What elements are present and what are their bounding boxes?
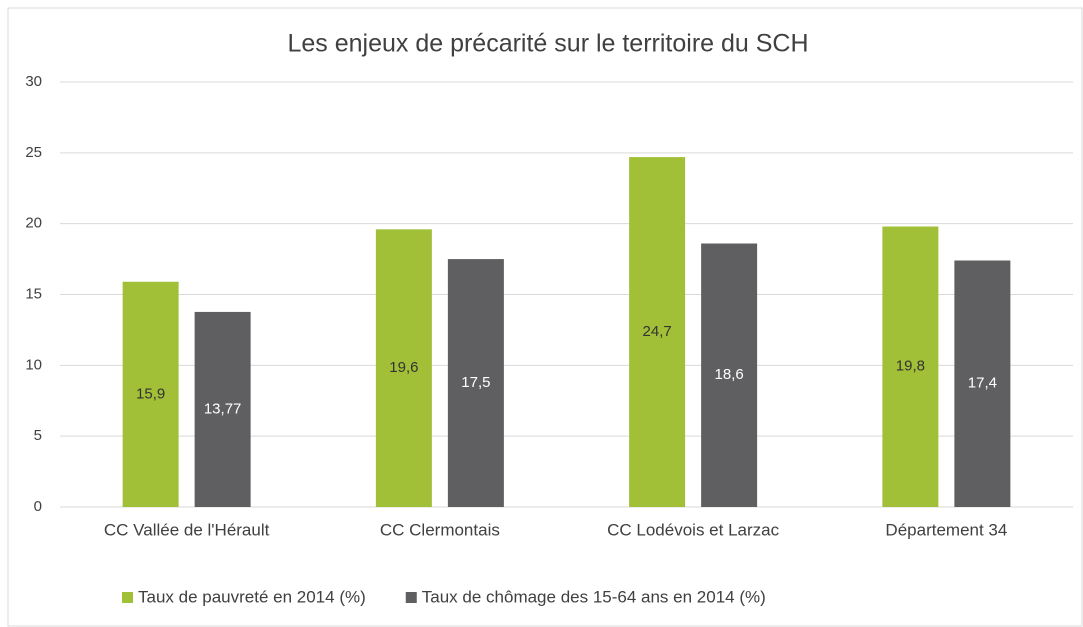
bar bbox=[447, 259, 504, 507]
y-tick-label: 30 bbox=[25, 73, 42, 90]
y-tick-label: 15 bbox=[25, 285, 42, 302]
data-label: 18,6 bbox=[715, 366, 744, 383]
data-label: 17,5 bbox=[461, 374, 490, 391]
y-tick-label: 5 bbox=[34, 427, 42, 444]
legend-label: Taux de pauvreté en 2014 (%) bbox=[138, 587, 366, 606]
y-tick-label: 10 bbox=[25, 356, 42, 373]
data-label: 19,8 bbox=[896, 358, 925, 375]
bar bbox=[954, 260, 1011, 507]
bar bbox=[375, 229, 432, 508]
bar bbox=[882, 226, 939, 507]
data-label: 13,77 bbox=[204, 400, 242, 417]
legend-swatch bbox=[405, 592, 417, 603]
data-label: 24,7 bbox=[643, 323, 672, 340]
y-tick-label: 25 bbox=[25, 144, 42, 161]
bar bbox=[701, 243, 758, 507]
legend-label: Taux de chômage des 15-64 ans en 2014 (%… bbox=[422, 587, 766, 606]
x-tick-label: CC Lodévois et Larzac bbox=[607, 520, 779, 539]
bar bbox=[629, 157, 686, 508]
data-label: 17,4 bbox=[968, 375, 997, 392]
chart-title: Les enjeux de précarité sur le territoir… bbox=[287, 30, 808, 58]
legend-swatch bbox=[122, 592, 133, 603]
data-label: 19,6 bbox=[389, 359, 418, 376]
y-tick-label: 0 bbox=[34, 498, 42, 515]
data-label: 15,9 bbox=[136, 385, 165, 402]
x-tick-label: CC Clermontais bbox=[380, 520, 500, 539]
bar bbox=[194, 311, 251, 507]
bar bbox=[122, 281, 179, 507]
x-tick-label: CC Vallée de l'Hérault bbox=[104, 520, 270, 539]
y-tick-label: 20 bbox=[25, 215, 42, 232]
x-tick-label: Département 34 bbox=[885, 520, 1007, 539]
